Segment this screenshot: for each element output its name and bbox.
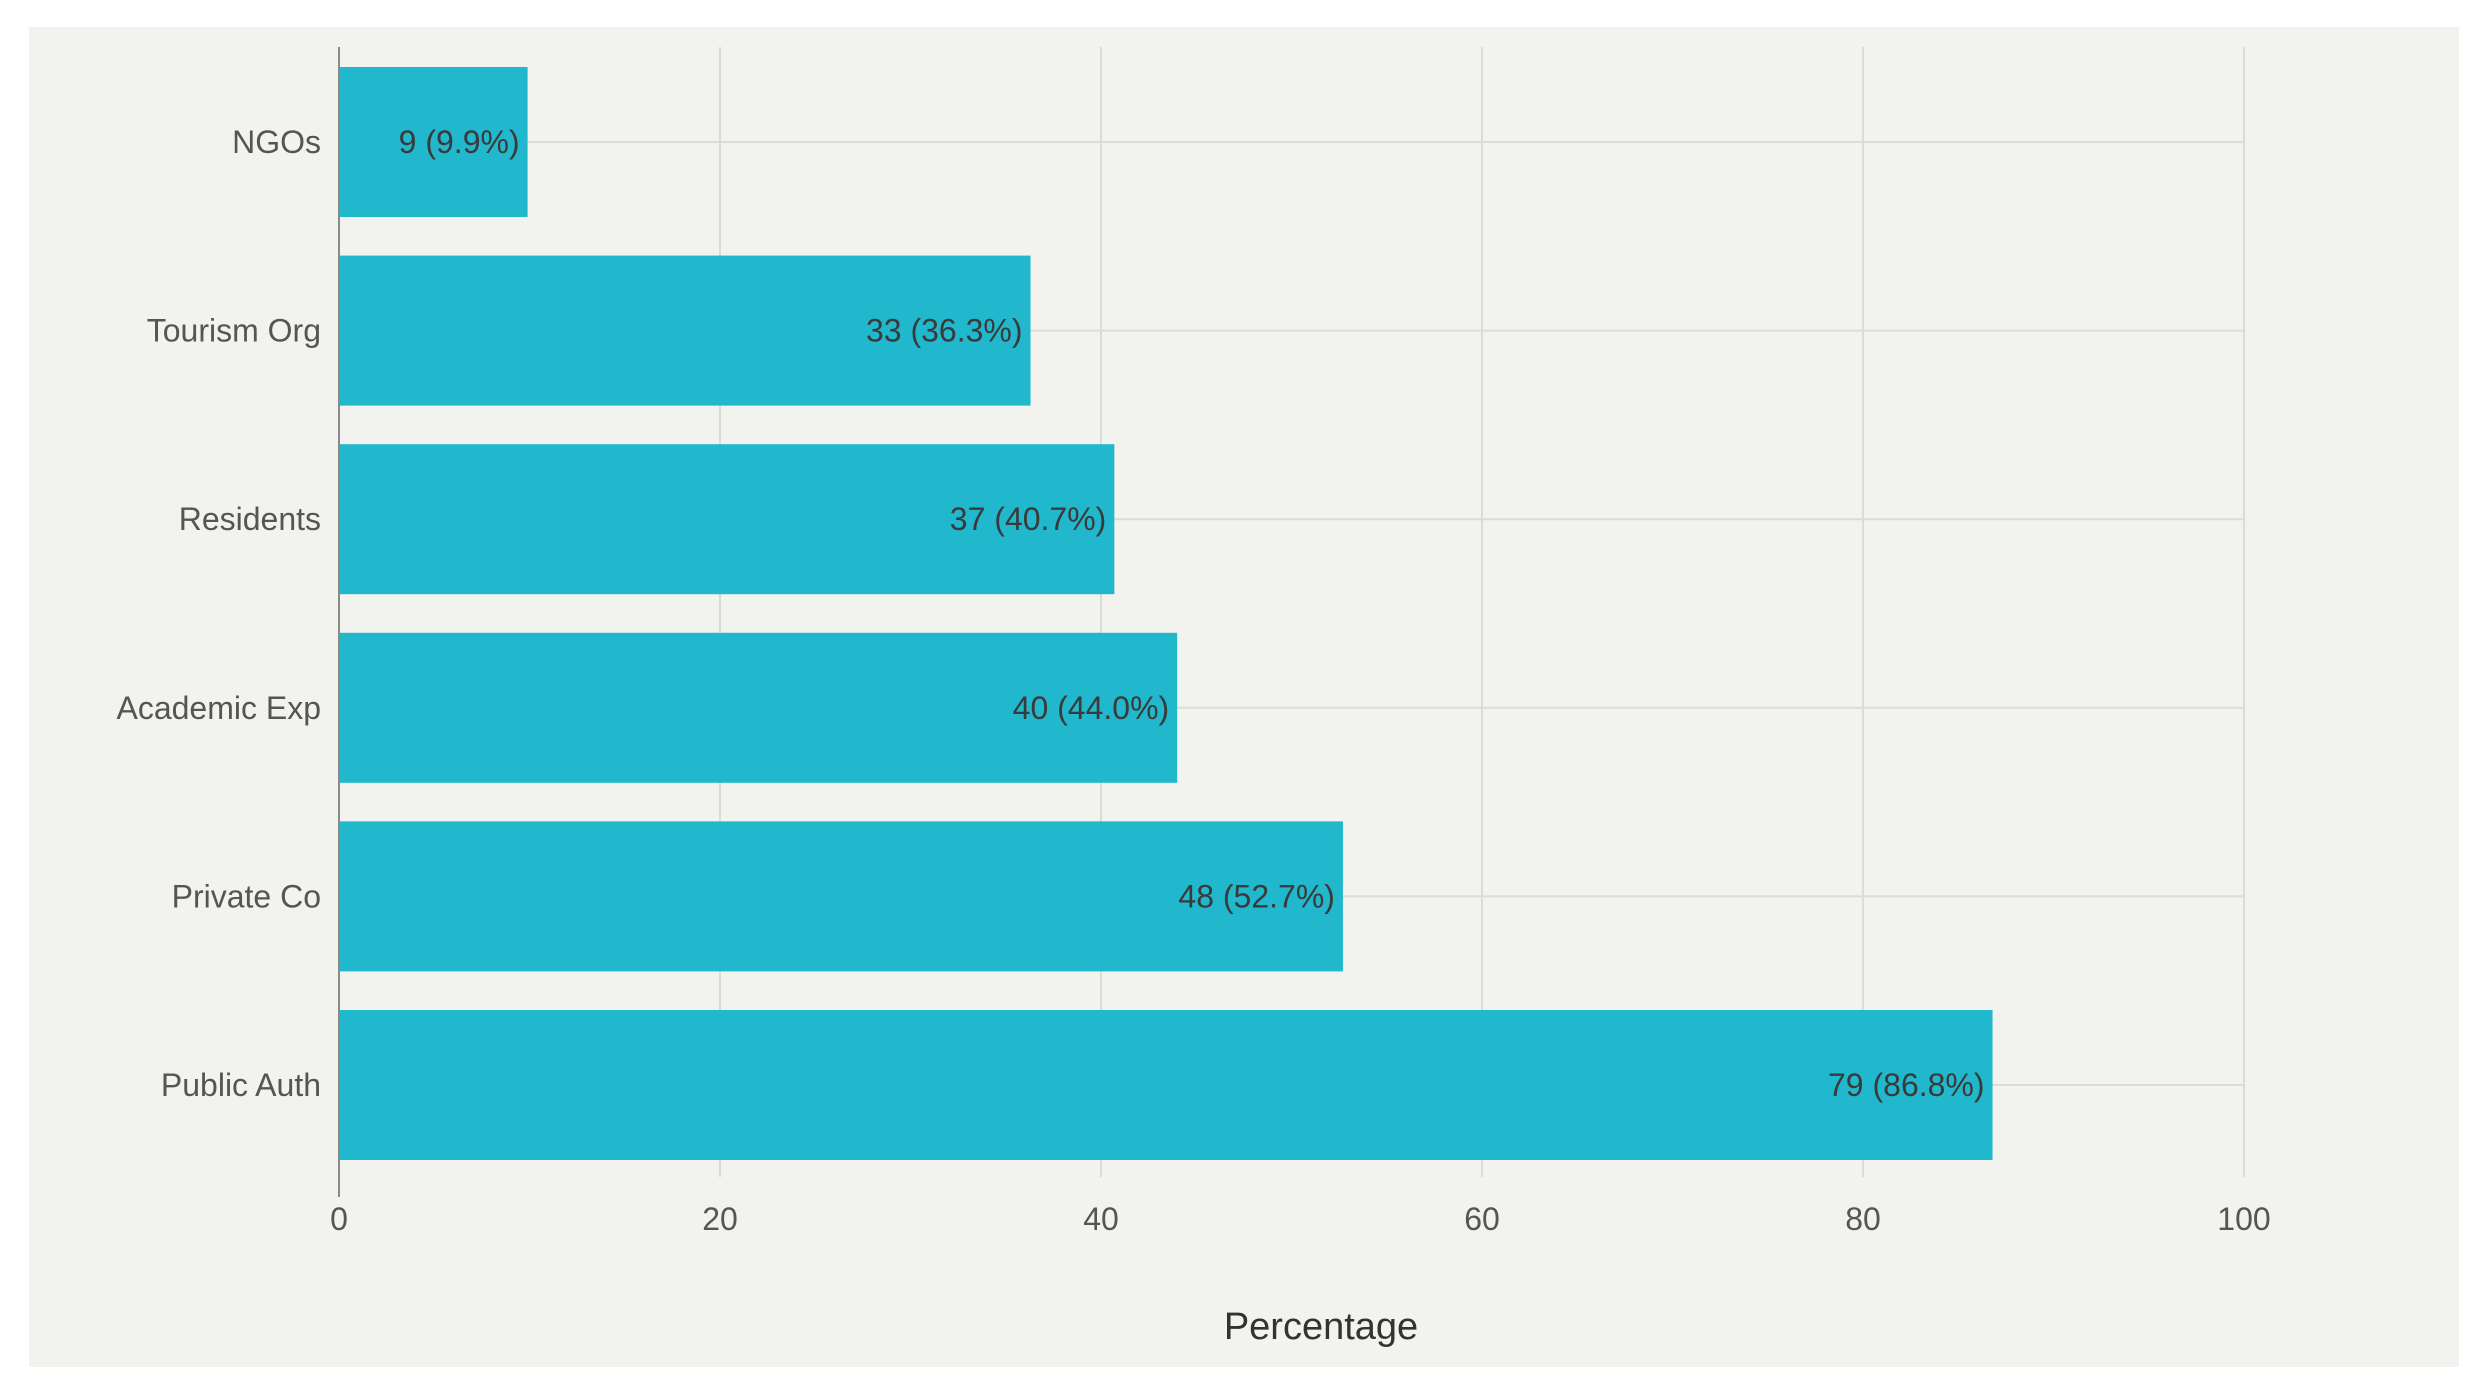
labels: 0 20 40 60 80 100 NGOs 9 (9.9%) Tourism Org 33 (3… xyxy=(116,124,2270,1237)
x-tick-label: 20 xyxy=(702,1201,738,1237)
bar xyxy=(339,444,1115,595)
bar-data-label: 37 (40.7%) xyxy=(950,501,1107,537)
y-category-label: Academic Exp xyxy=(116,690,321,726)
bar-data-label: 48 (52.7%) xyxy=(1178,878,1335,914)
y-category-label: Tourism Org xyxy=(147,313,321,349)
chart-panel: 0 20 40 60 80 100 NGOs 9 (9.9%) Tourism Org 33 (3… xyxy=(29,27,2459,1367)
bar-chart: 0 20 40 60 80 100 NGOs 9 (9.9%) Tourism Org 33 (3… xyxy=(116,47,2271,1348)
bar-data-label: 79 (86.8%) xyxy=(1828,1067,1985,1103)
bar xyxy=(339,255,1031,406)
y-category-label: Private Co xyxy=(172,878,321,914)
bar xyxy=(339,1010,1993,1160)
grid-lines xyxy=(339,47,2245,1177)
x-tick-label: 100 xyxy=(2217,1201,2270,1237)
x-tick-label: 60 xyxy=(1464,1201,1500,1237)
x-tick-label: 80 xyxy=(1845,1201,1881,1237)
bar xyxy=(339,632,1178,783)
x-tick-label: 40 xyxy=(1083,1201,1119,1237)
bar xyxy=(339,67,528,217)
y-category-label: NGOs xyxy=(232,124,321,160)
y-category-label: Public Auth xyxy=(161,1067,321,1103)
x-tick-label: 0 xyxy=(330,1201,348,1237)
bar xyxy=(339,821,1343,972)
bar-data-label: 9 (9.9%) xyxy=(399,124,520,160)
bar-data-label: 40 (44.0%) xyxy=(1013,690,1170,726)
bars xyxy=(339,67,1993,1160)
bar-data-label: 33 (36.3%) xyxy=(866,313,1023,349)
y-category-label: Residents xyxy=(179,501,321,537)
x-axis-title: Percentage xyxy=(1224,1306,1418,1348)
